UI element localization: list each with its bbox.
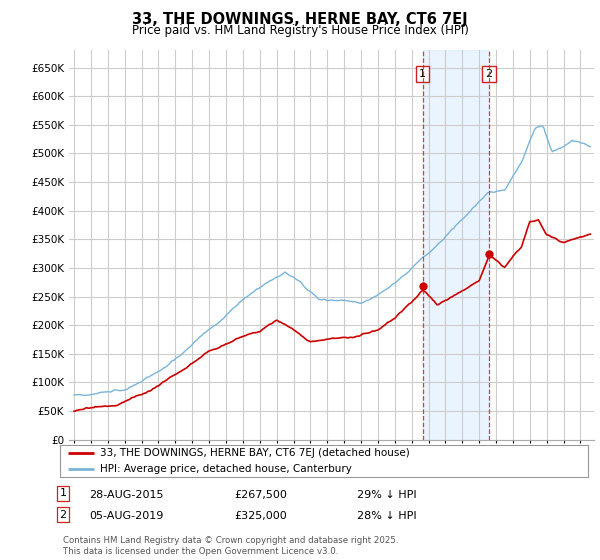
Bar [422, 50, 489, 440]
Text: 33, THE DOWNINGS, HERNE BAY, CT6 7EJ: 33, THE DOWNINGS, HERNE BAY, CT6 7EJ [132, 12, 468, 27]
Text: 05-AUG-2019: 05-AUG-2019 [89, 511, 163, 521]
Text: £267,500: £267,500 [234, 490, 287, 500]
Text: 33, THE DOWNINGS, HERNE BAY, CT6 7EJ (detached house): 33, THE DOWNINGS, HERNE BAY, CT6 7EJ (de… [100, 449, 409, 459]
Text: Contains HM Land Registry data © Crown copyright and database right 2025.
This d: Contains HM Land Registry data © Crown c… [63, 536, 398, 556]
Text: HPI: Average price, detached house, Canterbury: HPI: Average price, detached house, Cant… [100, 464, 352, 474]
Text: 29% ↓ HPI: 29% ↓ HPI [357, 490, 416, 500]
Text: £325,000: £325,000 [234, 511, 287, 521]
Text: 1: 1 [59, 488, 67, 498]
Text: 1: 1 [419, 69, 426, 79]
Text: 2: 2 [485, 69, 493, 79]
Text: 2: 2 [59, 510, 67, 520]
Text: 28% ↓ HPI: 28% ↓ HPI [357, 511, 416, 521]
Text: 28-AUG-2015: 28-AUG-2015 [89, 490, 163, 500]
Text: Price paid vs. HM Land Registry's House Price Index (HPI): Price paid vs. HM Land Registry's House … [131, 24, 469, 36]
